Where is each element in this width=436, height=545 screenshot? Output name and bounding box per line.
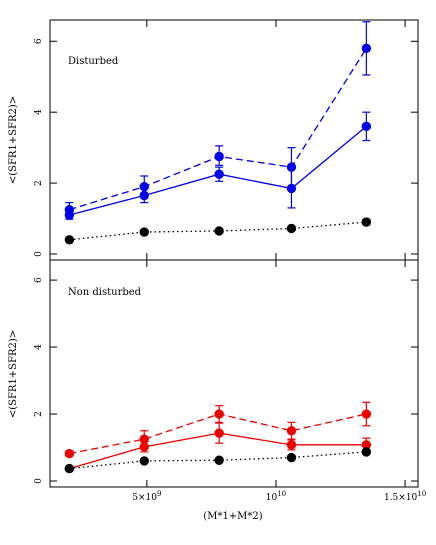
y-axis-title-non-disturbed: <(SFR1+SFR2)> [8,330,19,418]
series-line-dotted [69,451,367,470]
data-point [214,409,224,419]
data-point [361,447,372,457]
data-point [286,440,297,450]
data-point [64,235,75,245]
y-tick-label: 4 [34,344,44,350]
y-tick-label: 0 [34,251,44,257]
data-point [361,121,372,132]
data-point [214,169,224,179]
data-point [139,456,149,466]
y-tick-label: 6 [34,38,44,44]
data-point [286,452,297,463]
data-point [361,43,372,54]
data-point [286,426,297,436]
data-point [214,455,224,465]
x-axis-title: (M*1+M*2) [203,511,262,522]
series-line-dotted [69,221,367,241]
data-point [286,223,297,234]
data-point [361,217,372,227]
x-tick-label: 1.5×1010 [384,490,426,503]
data-point [214,428,224,438]
data-point [214,151,224,162]
panel-non-disturbed: Non disturbed <(SFR1+SFR2)> 0 2 4 6 [8,259,419,488]
y-tick-label: 6 [34,277,44,283]
y-tick-label: 0 [34,478,44,484]
x-tick-label: 1010 [266,490,286,503]
y-axis-title-disturbed: <(SFR1+SFR2)> [8,96,19,184]
panel-disturbed: Disturbed <(SFR1+SFR2)> 0 2 4 6 [8,19,419,261]
series-line-dashed [69,48,367,211]
data-point [214,226,224,236]
y-tick-label: 2 [34,411,44,417]
panel-label-disturbed: Disturbed [68,56,119,67]
data-point [139,190,149,201]
data-point [64,448,75,459]
y-tick-label: 4 [34,109,44,115]
data-point [64,463,75,474]
plot-frame-non-disturbed [49,259,419,488]
panel-label-non-disturbed: Non disturbed [68,287,142,298]
data-point [64,210,75,220]
data-point [361,409,372,419]
x-axis-ticks: 5×109 1010 1.5×1010 [132,20,426,503]
data-point [139,442,149,452]
x-tick-label: 5×109 [132,490,161,503]
y-tick-label: 2 [34,180,44,186]
data-point [139,227,149,237]
data-point [286,183,297,194]
